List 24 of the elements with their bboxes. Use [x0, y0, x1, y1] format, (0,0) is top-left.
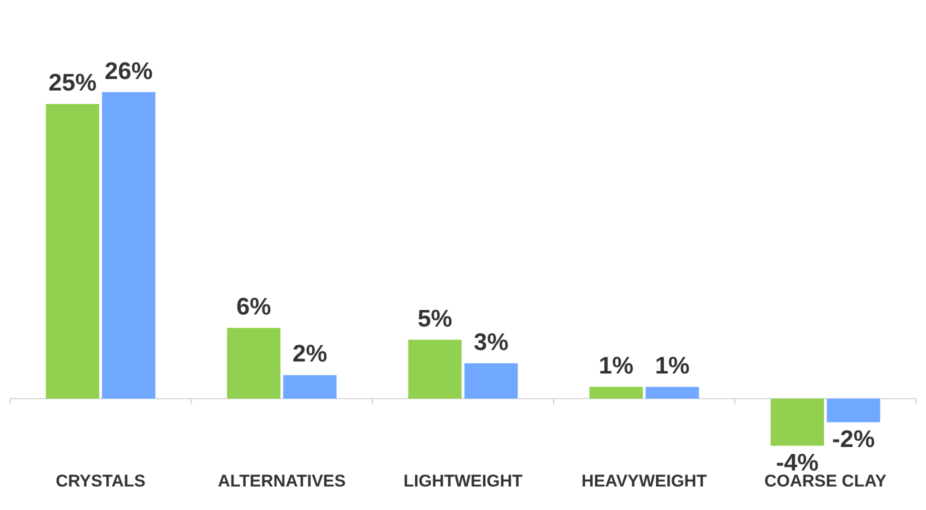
x-tick-label: HEAVYWEIGHT — [582, 471, 708, 490]
data-label: 1% — [654, 352, 690, 380]
bar — [646, 386, 699, 399]
bar — [770, 398, 824, 446]
data-label: 25% — [48, 70, 97, 97]
x-tick-label: ALTERNATIVES — [218, 471, 346, 490]
data-label: -2% — [832, 426, 875, 453]
data-label: 3% — [474, 328, 508, 356]
x-tick-label: COARSE CLAY — [764, 471, 888, 490]
bar — [464, 363, 518, 399]
bar — [408, 340, 462, 399]
bar — [283, 375, 337, 399]
data-label: 1% — [598, 352, 634, 380]
bar — [589, 386, 643, 399]
bar — [46, 104, 100, 399]
bar — [227, 328, 280, 399]
data-label: 5% — [418, 305, 452, 332]
data-label: 26% — [104, 58, 153, 85]
x-tick-label: CRYSTALS — [56, 471, 146, 490]
x-tick-label: LIGHTWEIGHT — [404, 471, 524, 490]
data-label: 6% — [236, 294, 272, 321]
bar — [826, 398, 880, 422]
bar — [102, 92, 156, 399]
data-label: 2% — [292, 340, 328, 368]
